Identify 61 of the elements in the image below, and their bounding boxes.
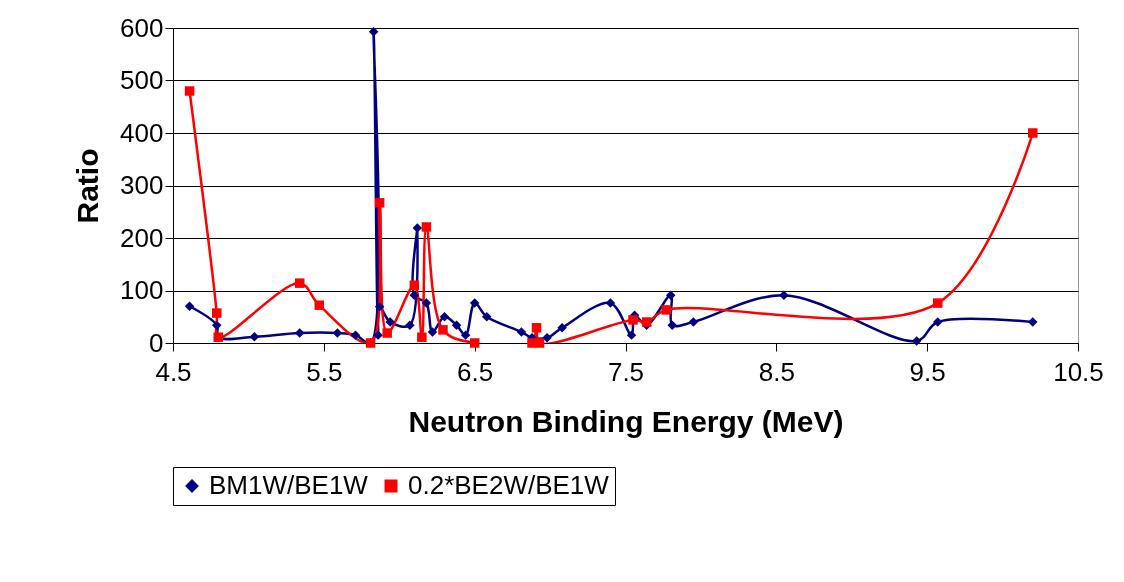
x-tick-label: 4.5 <box>155 356 192 387</box>
point <box>427 327 438 337</box>
point <box>184 301 195 311</box>
point <box>409 280 420 290</box>
point <box>294 278 305 288</box>
point <box>368 26 379 37</box>
point <box>932 298 943 308</box>
point <box>666 290 676 300</box>
y-tick-label: 400 <box>120 117 164 148</box>
point <box>421 222 432 232</box>
x-tick-label: 7.5 <box>607 356 645 387</box>
point <box>417 332 427 342</box>
x-tick-label: 8.5 <box>758 356 795 387</box>
point <box>626 330 637 340</box>
point <box>605 298 616 308</box>
point <box>439 312 450 322</box>
point <box>779 290 789 300</box>
point <box>932 317 943 327</box>
y-axis-title: Ratio <box>71 148 105 224</box>
point <box>249 331 260 342</box>
legend-label: BM1W/BE1W <box>209 470 369 500</box>
point <box>314 300 325 310</box>
point <box>542 333 552 343</box>
point <box>184 86 195 96</box>
point <box>451 320 462 330</box>
point <box>1028 128 1038 138</box>
point <box>374 302 385 312</box>
point <box>460 330 471 340</box>
point <box>374 198 385 208</box>
point <box>405 320 415 330</box>
x-axis-title: Neutron Binding Energy (MeV) <box>408 404 844 438</box>
x-tick-label: 6.5 <box>457 356 494 387</box>
point <box>350 330 361 340</box>
point <box>212 320 222 330</box>
point <box>421 298 432 308</box>
point <box>628 315 638 325</box>
point <box>469 298 480 308</box>
point <box>469 338 480 348</box>
point <box>438 325 448 335</box>
point <box>661 305 671 315</box>
point <box>531 323 542 333</box>
point <box>212 308 222 318</box>
x-tick-label: 9.5 <box>909 356 946 387</box>
y-tick-label: 200 <box>120 222 164 253</box>
legend-label: 0.2*BE2W/BE1W <box>408 470 610 500</box>
y-tick-label: 100 <box>120 275 164 305</box>
x-tick-label: 10.5 <box>1053 356 1104 387</box>
y-tick-label: 500 <box>120 65 164 95</box>
point <box>557 323 567 333</box>
point <box>382 328 392 338</box>
point <box>481 312 492 322</box>
y-tick-label: 300 <box>120 170 164 200</box>
y-tick-label: 600 <box>120 12 164 43</box>
point <box>412 223 423 233</box>
x-tick-label: 5.5 <box>306 356 343 387</box>
point <box>688 317 699 327</box>
point <box>667 320 677 330</box>
point <box>516 327 527 337</box>
y-tick-label: 0 <box>149 327 164 358</box>
point <box>534 338 545 348</box>
point <box>409 290 420 300</box>
